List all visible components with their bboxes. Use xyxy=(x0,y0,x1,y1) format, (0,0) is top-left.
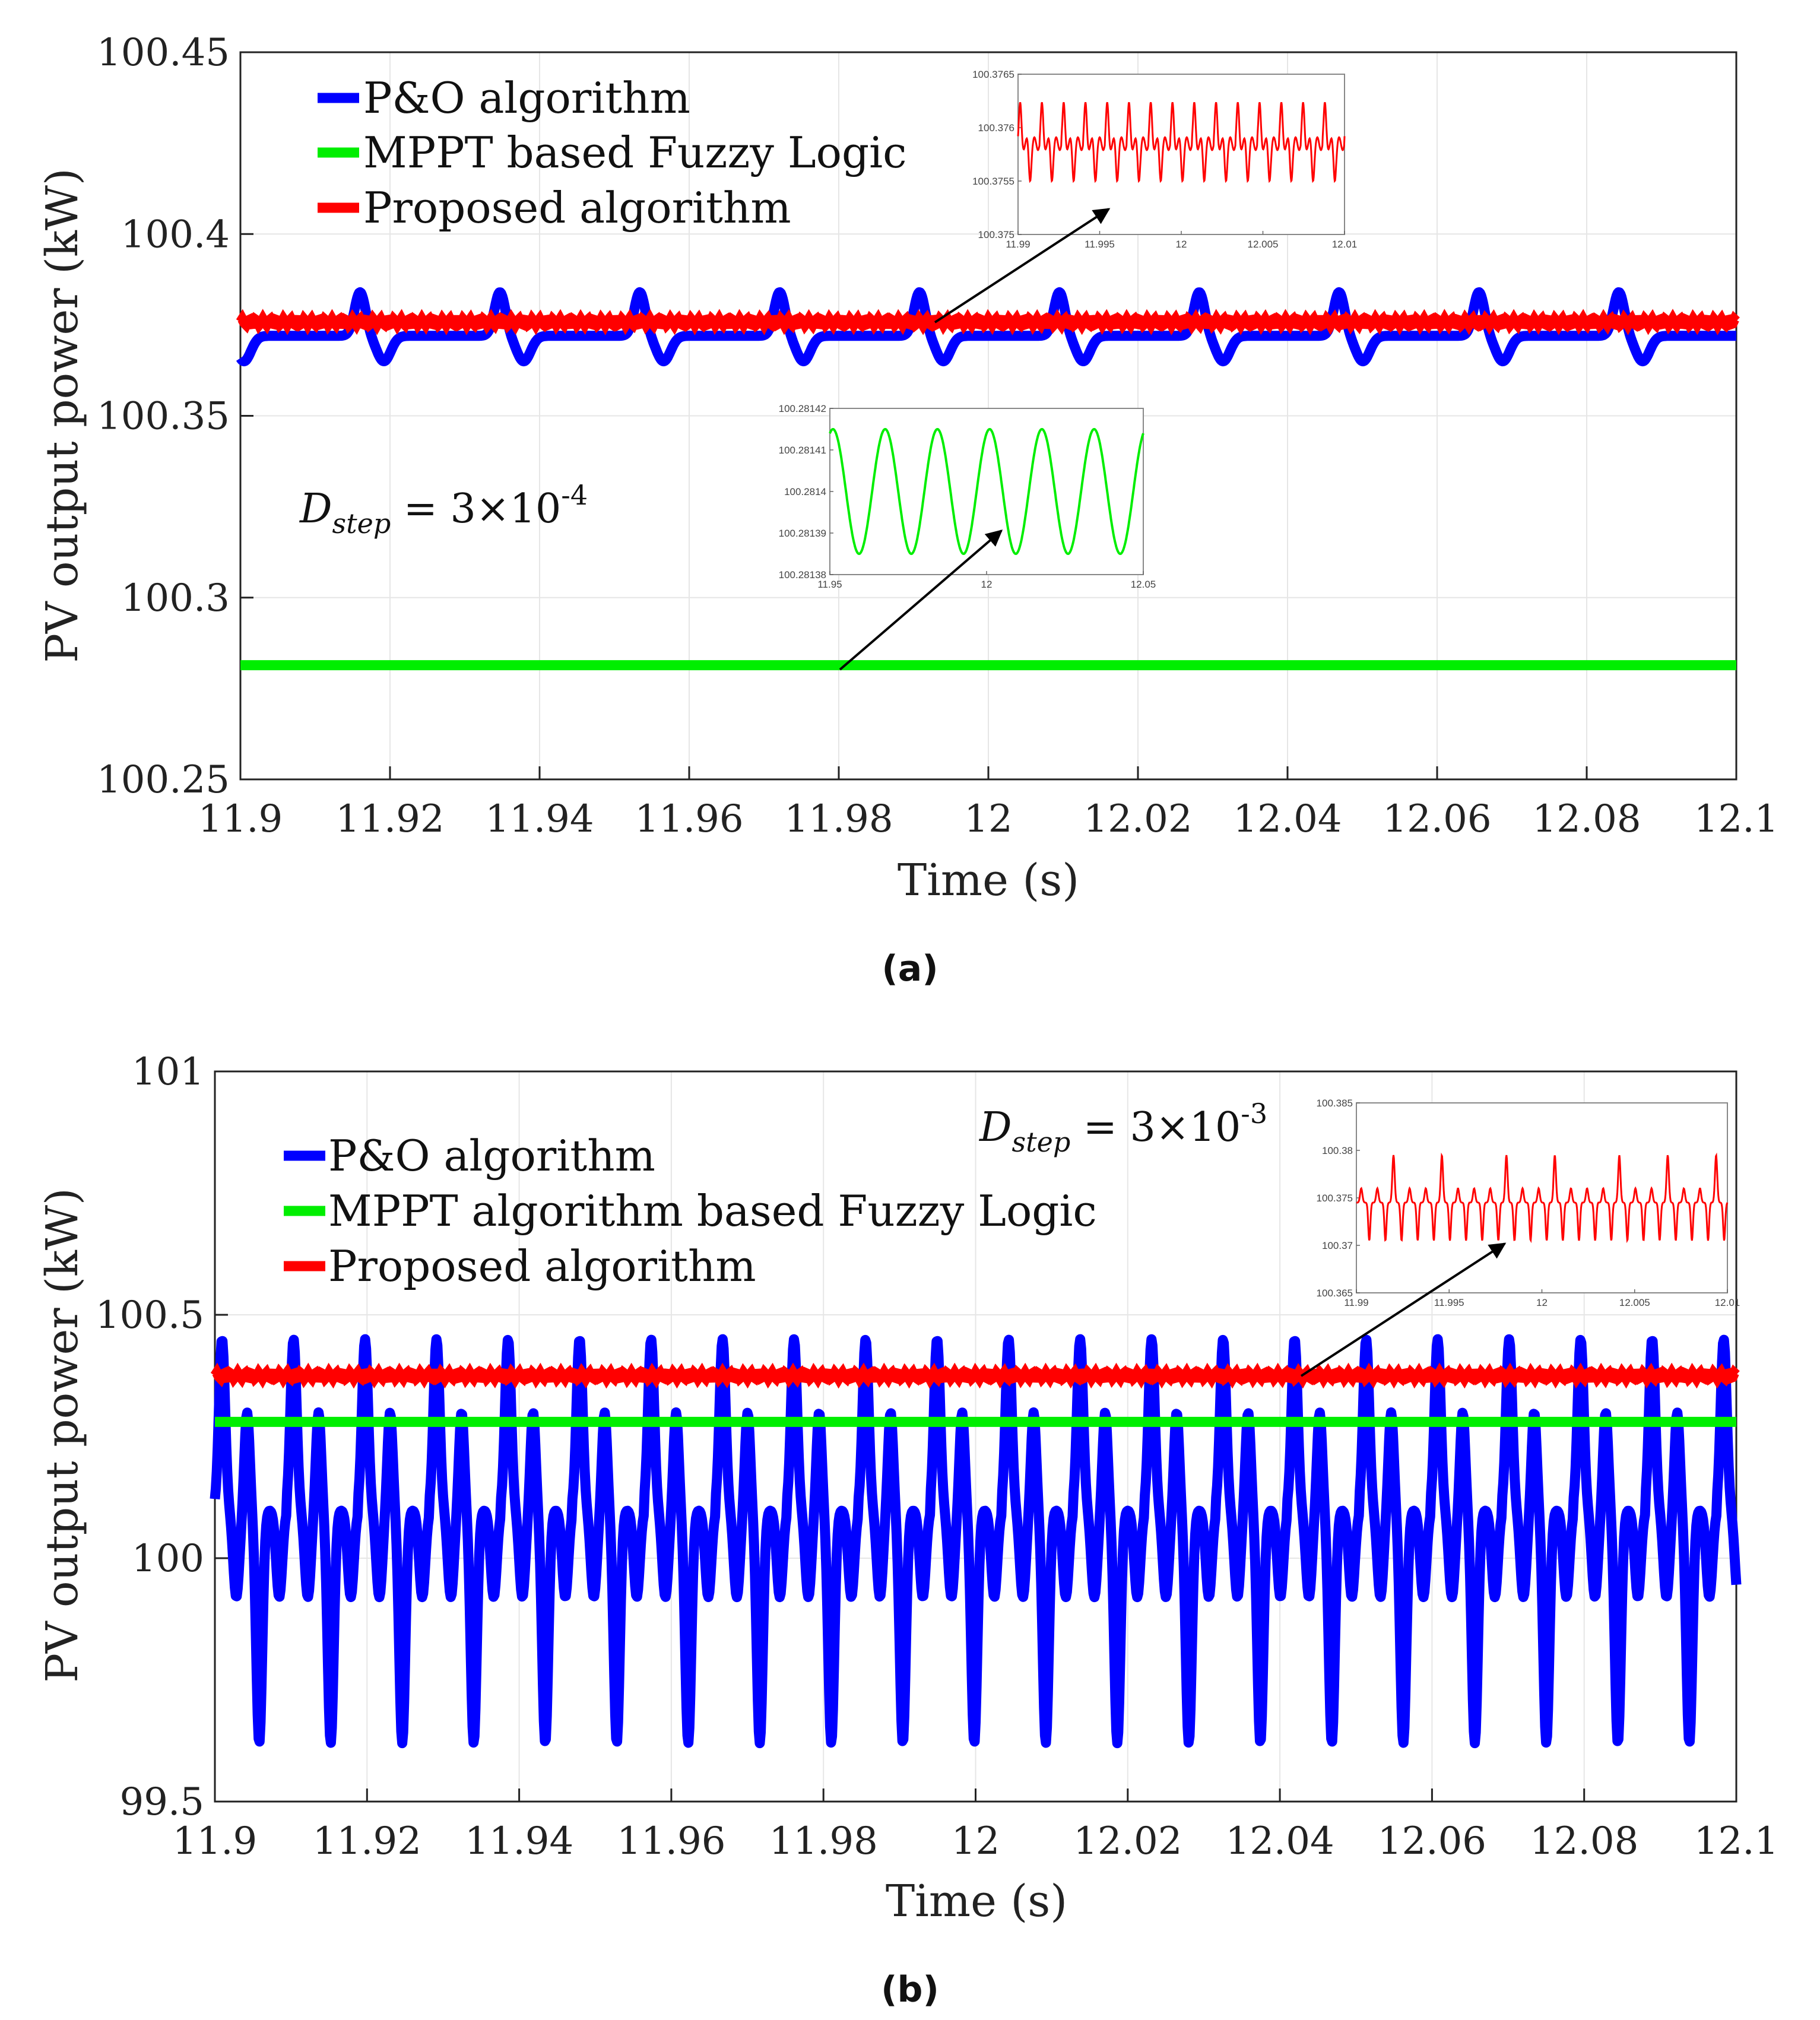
panel-a: 11.9 11.92 11.94 11.96 11.98 12 12.02 12.04 12.0… xyxy=(37,31,1778,990)
x-tick-label: 12 xyxy=(964,797,1012,841)
legend-entry-proposed: Proposed algorithm xyxy=(328,1241,756,1291)
inset-y-tick-label: 100.3765 xyxy=(972,69,1014,80)
inset-y-tick-label: 100.385 xyxy=(1317,1098,1353,1109)
inset-x-tick-label: 12.01 xyxy=(1332,239,1358,250)
inset-y-tick-label: 100.375 xyxy=(1317,1193,1353,1204)
x-tick-label: 11.92 xyxy=(313,1819,421,1863)
inset-y-tick-label: 100.28138 xyxy=(779,569,826,581)
plot-frame xyxy=(239,51,1737,781)
y-tick-label: 101 xyxy=(132,1050,204,1094)
legend-entry-fuzzy: MPPT based Fuzzy Logic xyxy=(363,128,906,177)
caption-a: (a) xyxy=(882,948,938,990)
x-tick-label: 11.96 xyxy=(635,797,743,841)
y-axis-label: PV output power (kW) xyxy=(37,1188,88,1683)
po-series-line xyxy=(210,1334,1742,1749)
inset-x-tick-label: 12.01 xyxy=(1715,1297,1740,1308)
inset-x-tick-label: 12.005 xyxy=(1248,239,1279,250)
y-tick-label: 100.25 xyxy=(97,758,230,802)
x-tick-label: 12.02 xyxy=(1083,797,1192,841)
inset-y-tick-label: 100.37 xyxy=(1322,1240,1353,1251)
inset-arrow-proposed xyxy=(934,208,1111,324)
x-tick-labels: 11.9 11.92 11.94 11.96 11.98 12 12.02 12.04 12.0… xyxy=(198,797,1779,841)
x-tick-labels: 11.9 11.92 11.94 11.96 11.98 12 12.02 12.04 12.0… xyxy=(173,1819,1779,1863)
legend-entry-po: P&O algorithm xyxy=(328,1131,655,1181)
inset-arrow-proposed xyxy=(1300,1242,1507,1377)
x-tick-label: 11.98 xyxy=(784,797,893,841)
inset-fuzzy-zoom: 11.95 12 12.05 100.28138 100.28139 100.2814 10… xyxy=(779,403,1156,590)
x-tick-label: 11.98 xyxy=(769,1819,878,1863)
inset-x-tick-label: 12 xyxy=(981,579,993,590)
y-tick-label: 100.3 xyxy=(121,576,230,620)
x-tick-label: 12.08 xyxy=(1530,1819,1638,1863)
legend-entry-fuzzy: MPPT algorithm based Fuzzy Logic xyxy=(328,1186,1097,1236)
inset-arrow-fuzzy xyxy=(839,529,1003,671)
y-tick-label: 100 xyxy=(132,1537,204,1581)
dstep-annotation: Dstep = 3×10-4 xyxy=(299,479,588,540)
panel-b: 11.9 11.92 11.94 11.96 11.98 12 12.02 12.04 12.0… xyxy=(37,1050,1778,2011)
inset-proposed-zoom: 11.99 11.995 12 12.005 12.01 100.365 100.37 100… xyxy=(1317,1098,1740,1308)
inset-x-tick-label: 11.995 xyxy=(1085,239,1115,250)
x-tick-label: 11.9 xyxy=(173,1819,258,1863)
x-tick-label: 12.08 xyxy=(1532,797,1641,841)
inset-y-tick-label: 100.28142 xyxy=(779,403,826,414)
x-axis-label: Time (s) xyxy=(886,1876,1067,1927)
x-axis-label: Time (s) xyxy=(898,855,1079,906)
x-tick-label: 12.06 xyxy=(1378,1819,1486,1863)
caption-b: (b) xyxy=(881,1969,939,2011)
inset-y-tick-label: 100.38 xyxy=(1322,1145,1353,1156)
inset-y-tick-label: 100.28139 xyxy=(779,528,826,539)
inset-x-tick-label: 11.995 xyxy=(1434,1297,1464,1308)
inset-proposed-zoom: 11.99 11.995 12 12.005 12.01 100.375 100.3755 1… xyxy=(972,69,1357,250)
x-tick-label: 12.06 xyxy=(1383,797,1491,841)
inset-x-tick-label: 12 xyxy=(1536,1297,1548,1308)
x-tick-label: 11.94 xyxy=(485,797,594,841)
y-tick-labels: 99.5 100 100.5 101 xyxy=(96,1050,204,1824)
inset-x-tick-label: 12.005 xyxy=(1619,1297,1650,1308)
x-tick-label: 12 xyxy=(952,1819,1000,1863)
y-axis-label: PV output power (kW) xyxy=(37,168,88,663)
x-tick-label: 12.04 xyxy=(1233,797,1342,841)
x-tick-label: 11.92 xyxy=(335,797,444,841)
x-tick-label: 12.1 xyxy=(1694,797,1779,841)
y-tick-labels: 100.25 100.3 100.35 100.4 100.45 xyxy=(97,31,230,802)
legend-entry-po: P&O algorithm xyxy=(363,73,690,123)
inset-x-tick-label: 12 xyxy=(1176,239,1187,250)
inset-x-tick-label: 11.95 xyxy=(817,579,842,590)
legend-entry-proposed: Proposed algorithm xyxy=(363,183,791,233)
x-tick-label: 12.04 xyxy=(1225,1819,1334,1863)
x-tick-label: 11.9 xyxy=(198,797,283,841)
legend: P&O algorithm MPPT based Fuzzy Logic Pro… xyxy=(318,73,906,233)
x-tick-label: 11.94 xyxy=(465,1819,573,1863)
inset-fuzzy-line xyxy=(829,427,1144,556)
inset-y-tick-label: 100.376 xyxy=(978,122,1014,134)
inset-y-tick-label: 100.375 xyxy=(978,229,1014,240)
inset-proposed-line xyxy=(1017,102,1346,183)
inset-y-tick-label: 100.365 xyxy=(1317,1288,1353,1299)
x-tick-label: 12.1 xyxy=(1694,1819,1779,1863)
x-tick-label: 12.02 xyxy=(1073,1819,1182,1863)
inset-y-tick-label: 100.2814 xyxy=(784,486,826,497)
inset-y-tick-label: 100.28141 xyxy=(779,445,826,456)
y-tick-label: 99.5 xyxy=(120,1780,205,1824)
legend: P&O algorithm MPPT algorithm based Fuzzy… xyxy=(284,1131,1097,1291)
y-tick-label: 100.4 xyxy=(121,213,230,256)
inset-x-tick-label: 11.99 xyxy=(1344,1297,1368,1308)
inset-proposed-line xyxy=(1356,1152,1729,1244)
proposed-series-line xyxy=(236,309,1740,335)
y-tick-label: 100.45 xyxy=(97,31,230,75)
dstep-annotation: Dstep = 3×10-3 xyxy=(978,1098,1267,1158)
inset-y-tick-label: 100.3755 xyxy=(972,176,1014,187)
y-tick-label: 100.5 xyxy=(96,1293,204,1337)
proposed-series-line xyxy=(210,1362,1740,1389)
x-tick-label: 11.96 xyxy=(617,1819,725,1863)
y-tick-label: 100.35 xyxy=(97,395,230,439)
inset-x-tick-label: 12.05 xyxy=(1131,579,1156,590)
inset-x-tick-label: 11.99 xyxy=(1006,239,1030,250)
